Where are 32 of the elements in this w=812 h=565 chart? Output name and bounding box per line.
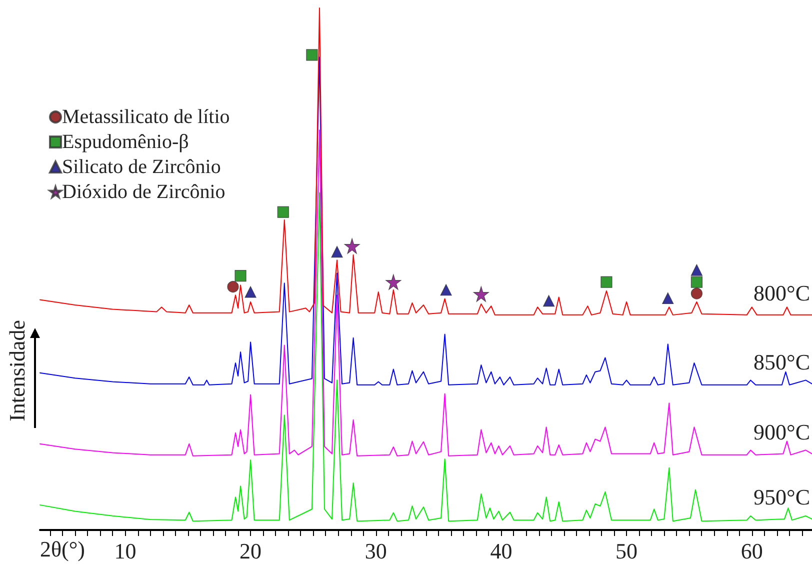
point — [543, 295, 555, 307]
point — [440, 284, 452, 296]
point — [690, 264, 702, 276]
x-tick-label: 20 — [240, 538, 262, 564]
point — [331, 246, 343, 258]
point — [234, 270, 246, 282]
x-axis-title: 2θ(°) — [40, 536, 85, 562]
x-tick-label: 60 — [740, 538, 763, 564]
point — [386, 274, 402, 290]
series-label: 950°C — [754, 484, 810, 510]
point — [690, 276, 702, 288]
series-label: 850°C — [754, 349, 810, 374]
x-tick-label: 40 — [490, 538, 512, 564]
point — [227, 280, 239, 293]
point — [344, 238, 360, 254]
x-tick-label: 30 — [364, 538, 387, 564]
point — [690, 288, 702, 300]
legend-label: Dióxido de Zircônio — [62, 181, 226, 203]
series-label: 900°C — [754, 419, 810, 444]
point — [306, 49, 318, 61]
x-tick-label: 50 — [616, 538, 638, 564]
x-tick-label: 10 — [114, 538, 136, 564]
legend-label: Espudomênio-β — [62, 131, 189, 153]
point — [277, 206, 289, 218]
point — [473, 286, 489, 302]
y-axis-title: Intensidade — [4, 320, 30, 422]
series-label: 800°C — [754, 280, 810, 306]
point — [662, 292, 674, 304]
point — [244, 286, 256, 298]
legend-label: Metassilicato de lítio — [62, 106, 230, 128]
point — [600, 276, 612, 288]
legend-label: Silicato de Zircônio — [62, 156, 221, 178]
